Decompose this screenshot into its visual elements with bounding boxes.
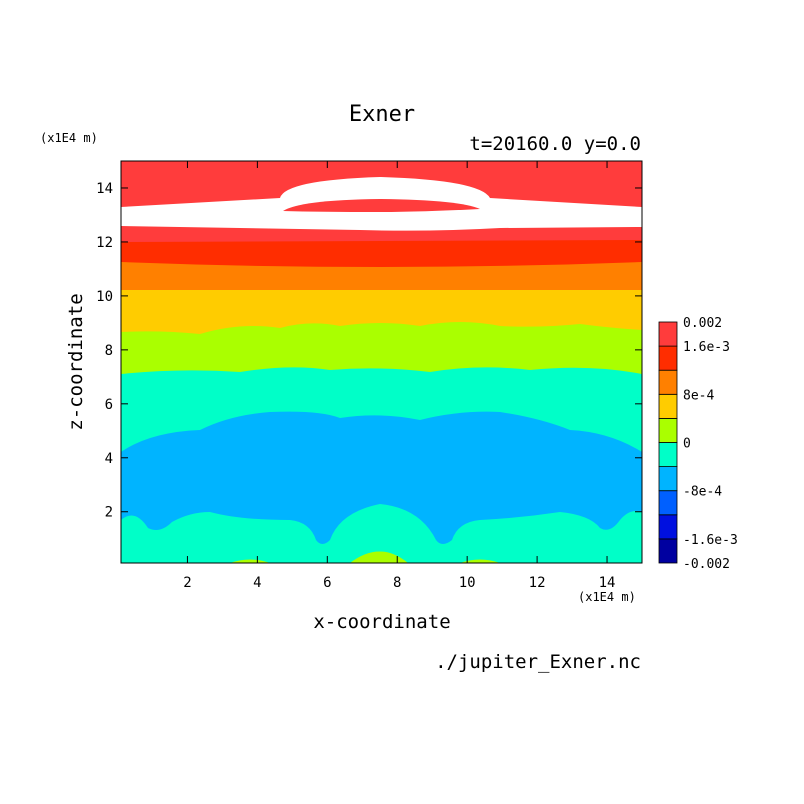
colorbar-swatch	[658, 490, 678, 516]
colorbar-tick-label: -1.6e-3	[683, 533, 738, 548]
x-tick-label: 14	[599, 575, 616, 591]
colorbar-tick-label: 0.002	[683, 316, 722, 331]
colorbar-tick-label: 0	[683, 437, 691, 452]
colorbar-swatch	[658, 417, 678, 443]
colorbar-tick-label: -8e-4	[683, 485, 722, 500]
contour-band-red-inner	[283, 199, 480, 212]
plot-frame	[120, 160, 643, 564]
y-tick-label: 10	[96, 289, 113, 305]
x-tick-label: 8	[393, 575, 401, 591]
x-tick-label: 4	[253, 575, 261, 591]
colorbar: 0.002 1.6e-3 8e-4 0 -8e-4 -1.6e-3 -0.002	[658, 316, 738, 572]
colorbar-swatch	[658, 345, 678, 371]
contour-band-lower-pos-right	[460, 559, 500, 563]
x-axis-label: x-coordinate	[313, 611, 450, 633]
x-axis: 2 4 6 8 10 12 14	[183, 161, 615, 591]
colorbar-tick-label: -0.002	[683, 557, 730, 572]
colorbar-swatch	[658, 393, 678, 419]
y-axis-unit: (x1E4 m)	[40, 131, 98, 145]
y-tick-label: 6	[105, 397, 113, 413]
contour-band-lower-0	[121, 504, 642, 563]
y-tick-label: 12	[96, 235, 113, 251]
x-axis-unit: (x1E4 m)	[578, 590, 636, 604]
colorbar-tick-label: 1.6e-3	[683, 340, 730, 355]
y-tick-label: 8	[105, 343, 113, 359]
colorbar-swatch	[658, 321, 678, 347]
contour-field	[121, 161, 642, 563]
colorbar-swatch	[658, 442, 678, 468]
x-tick-label: 6	[323, 575, 331, 591]
chart-subtitle: t=20160.0 y=0.0	[469, 133, 641, 155]
source-file-label: ./jupiter_Exner.nc	[435, 651, 641, 673]
colorbar-swatch	[658, 514, 678, 540]
contour-band-lower-pos-left	[230, 559, 270, 563]
x-tick-label: 2	[183, 575, 191, 591]
contour-band-lower-pos	[350, 551, 408, 563]
x-tick-label: 12	[529, 575, 546, 591]
colorbar-swatch	[658, 466, 678, 492]
y-axis-label: z-coordinate	[65, 293, 87, 430]
colorbar-swatch	[658, 369, 678, 395]
y-axis: 2 4 6 8 10 12 14	[96, 181, 642, 521]
y-tick-label: 4	[105, 451, 113, 467]
y-tick-label: 2	[105, 505, 113, 521]
colorbar-tick-label: 8e-4	[683, 388, 714, 403]
y-tick-label: 14	[96, 181, 113, 197]
colorbar-swatch	[658, 538, 678, 564]
chart-title: Exner	[349, 102, 415, 127]
x-tick-label: 10	[459, 575, 476, 591]
